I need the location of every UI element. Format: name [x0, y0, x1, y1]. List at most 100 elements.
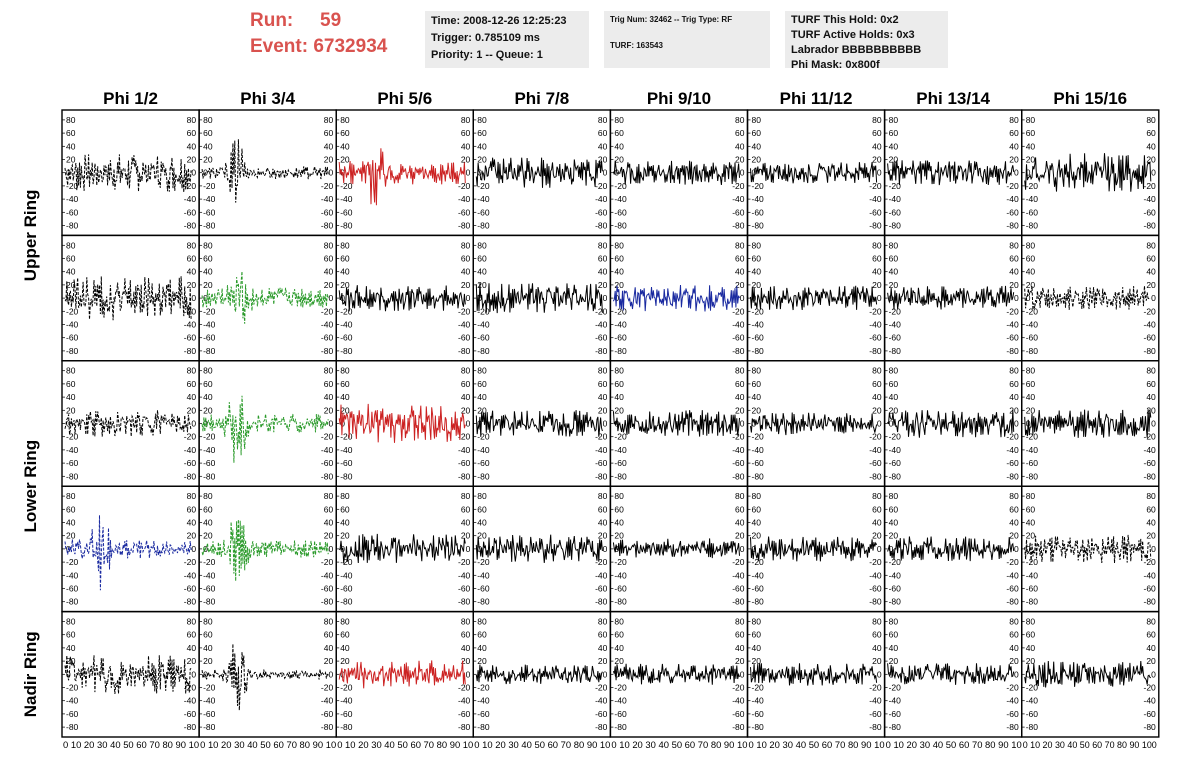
y-tick-label-right: 60	[324, 630, 334, 640]
y-tick-label: -80	[614, 597, 627, 607]
y-tick-label-right: -60	[184, 584, 197, 594]
y-tick-label-right: 60	[1009, 379, 1019, 389]
y-tick-label: -60	[66, 458, 79, 468]
y-tick-label: 0	[203, 293, 208, 303]
y-tick-label: 60	[752, 504, 762, 514]
row-label: Lower Ring	[21, 440, 40, 533]
y-tick-label-right: 20	[461, 656, 471, 666]
y-tick-label-right: -80	[1144, 722, 1157, 732]
y-tick-label-right: 40	[1146, 141, 1156, 151]
y-tick-label-right: -40	[184, 570, 197, 580]
y-tick-label: -20	[752, 683, 765, 693]
y-tick-label: 20	[614, 656, 624, 666]
y-tick-label: -60	[889, 458, 902, 468]
y-tick-label: 40	[340, 267, 350, 277]
y-tick-label: 40	[752, 518, 762, 528]
y-tick-label: 20	[203, 531, 213, 541]
y-tick-label-right: -80	[732, 221, 745, 231]
y-tick-label-right: -60	[1144, 584, 1157, 594]
y-tick-label-right: 40	[735, 643, 745, 653]
y-tick-label: -60	[889, 584, 902, 594]
y-tick-label-right: -60	[458, 333, 471, 343]
column-header: Phi 9/10	[647, 89, 711, 108]
y-tick-label-right: -60	[458, 207, 471, 217]
y-tick-label: 80	[203, 240, 213, 250]
y-tick-label: -60	[1026, 709, 1039, 719]
event-value: 6732934	[313, 36, 388, 57]
column-header: Phi 13/14	[916, 89, 990, 108]
y-tick-label: -40	[889, 696, 902, 706]
y-tick-label-right: 0	[1151, 544, 1156, 554]
y-tick-label: -80	[66, 722, 79, 732]
waveform-trace	[750, 663, 878, 686]
waveform-trace	[64, 154, 192, 193]
y-tick-label-right: 20	[598, 280, 608, 290]
y-tick-label-right: 20	[1146, 531, 1156, 541]
y-tick-label-right: -20	[184, 432, 197, 442]
y-tick-label-right: 0	[603, 168, 608, 178]
y-tick-label-right: 0	[328, 544, 333, 554]
y-tick-label-right: -60	[1144, 709, 1157, 719]
waveform-trace	[887, 285, 1015, 310]
y-tick-label-right: -40	[595, 320, 608, 330]
y-tick-label: -80	[1026, 722, 1039, 732]
y-tick-label-right: -60	[595, 709, 608, 719]
y-tick-label-right: 0	[1014, 669, 1019, 679]
y-tick-label-right: -20	[1144, 306, 1157, 316]
y-tick-label-right: 20	[735, 531, 745, 541]
y-tick-label-right: 40	[187, 643, 197, 653]
y-tick-label: -20	[66, 306, 79, 316]
y-tick-label: -60	[203, 207, 216, 217]
y-tick-label-right: -40	[458, 570, 471, 580]
y-tick-label: -80	[752, 221, 765, 231]
y-tick-label-right: -80	[458, 221, 471, 231]
y-tick-label: 80	[1026, 366, 1036, 376]
y-tick-label-right: 40	[872, 267, 882, 277]
y-tick-label: -40	[752, 570, 765, 580]
y-tick-label: 20	[752, 531, 762, 541]
y-tick-label-right: -40	[595, 445, 608, 455]
y-tick-label-right: -20	[184, 181, 197, 191]
waveform-trace	[612, 160, 740, 186]
y-tick-label: 60	[66, 128, 76, 138]
y-tick-label: 80	[614, 491, 624, 501]
y-tick-label: -40	[340, 194, 353, 204]
y-tick-label-right: 40	[735, 392, 745, 402]
y-tick-label-right: 60	[1146, 630, 1156, 640]
y-tick-label: 20	[614, 531, 624, 541]
y-tick-label-right: -40	[321, 445, 334, 455]
y-tick-label: -60	[66, 207, 79, 217]
y-tick-label-right: -80	[869, 597, 882, 607]
y-tick-label: 60	[614, 630, 624, 640]
y-tick-label-right: -40	[1006, 194, 1019, 204]
y-tick-label-right: 80	[187, 115, 197, 125]
y-tick-label: 60	[752, 128, 762, 138]
y-tick-label: -60	[203, 709, 216, 719]
y-tick-label: 40	[752, 141, 762, 151]
y-tick-label-right: 60	[1146, 254, 1156, 264]
y-tick-label-right: -60	[732, 584, 745, 594]
y-tick-label-right: 20	[735, 155, 745, 165]
waveform-trace	[475, 534, 603, 563]
y-tick-label-right: -40	[1144, 445, 1157, 455]
y-tick-label-right: 80	[461, 240, 471, 250]
y-tick-label: 80	[752, 491, 762, 501]
y-tick-label: 80	[477, 617, 487, 627]
y-tick-label-right: 40	[872, 141, 882, 151]
y-tick-label-right: -80	[732, 597, 745, 607]
y-tick-label: -40	[477, 320, 490, 330]
y-tick-label-right: -40	[869, 570, 882, 580]
y-tick-label: 80	[614, 617, 624, 627]
y-tick-label-right: -40	[1144, 320, 1157, 330]
y-tick-label: -20	[1026, 306, 1039, 316]
y-tick-label: -40	[340, 570, 353, 580]
y-tick-label: 20	[477, 280, 487, 290]
waveform-trace	[201, 519, 329, 582]
waveform-trace	[612, 538, 740, 559]
y-tick-label-right: -40	[595, 570, 608, 580]
y-tick-label: 60	[340, 630, 350, 640]
y-tick-label: -60	[66, 584, 79, 594]
y-tick-label-right: -80	[869, 471, 882, 481]
y-tick-label: 80	[614, 115, 624, 125]
y-tick-label-right: -20	[732, 181, 745, 191]
